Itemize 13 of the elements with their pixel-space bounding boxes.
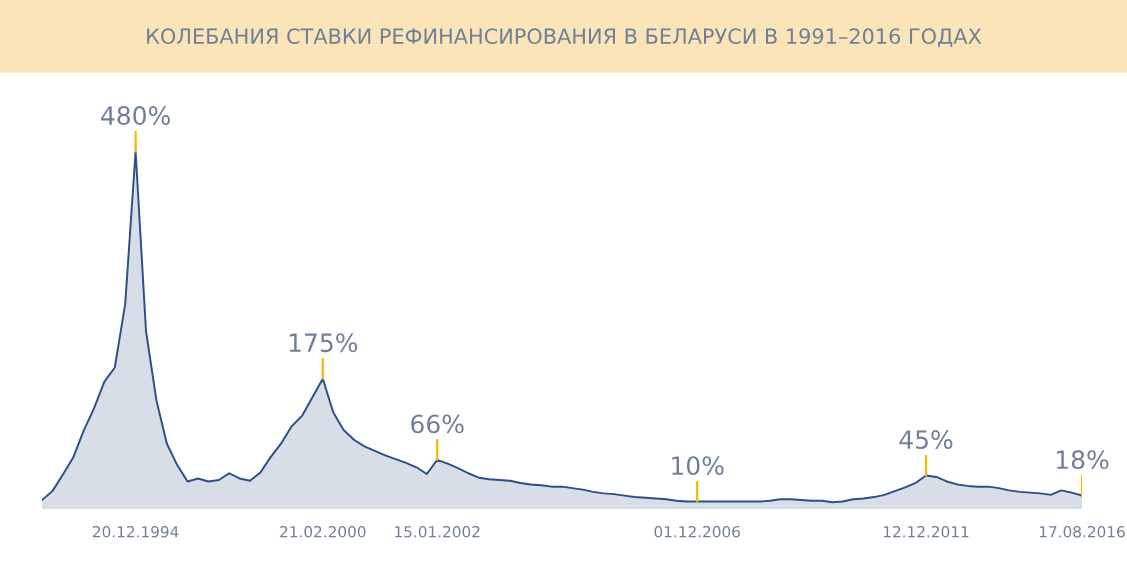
data-label: 175% <box>289 333 358 353</box>
data-label: 18% <box>1056 450 1109 470</box>
x-tick-label: 12.12.2011 <box>883 525 969 538</box>
x-tick-label: 17.08.2016 <box>1039 525 1125 538</box>
chart-title: КОЛЕБАНИЯ СТАВКИ РЕФИНАНСИРОВАНИЯ В БЕЛАРУСИ В 1991–2016 ГОДАХ <box>147 28 982 48</box>
x-tick-label: 21.02.2000 <box>280 525 366 538</box>
x-tick-label: 20.12.1994 <box>92 525 179 538</box>
data-label: 45% <box>899 430 953 450</box>
data-label: 10% <box>672 456 724 476</box>
x-tick-label: 15.01.2002 <box>395 525 480 538</box>
x-tick-label: 01.12.2006 <box>654 525 740 538</box>
data-label: 480% <box>101 106 170 126</box>
data-label: 66% <box>411 414 464 434</box>
